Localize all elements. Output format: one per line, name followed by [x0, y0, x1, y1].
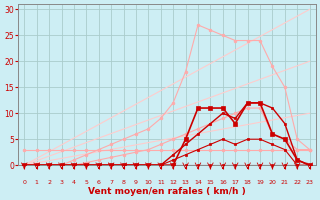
X-axis label: Vent moyen/en rafales ( km/h ): Vent moyen/en rafales ( km/h )	[88, 187, 246, 196]
